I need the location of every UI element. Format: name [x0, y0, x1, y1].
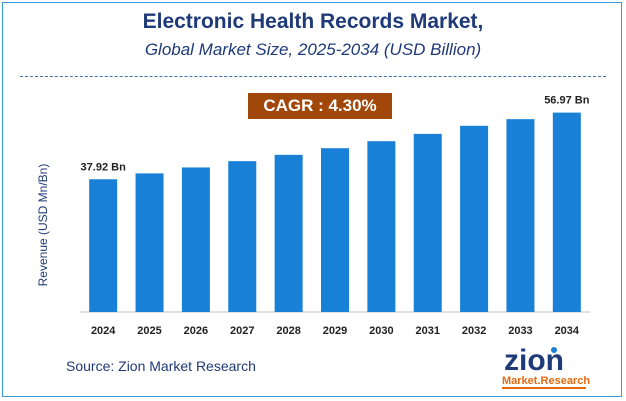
x-tick-label: 2034 [555, 325, 580, 337]
bar-2027 [228, 161, 257, 312]
x-tick-label: 2033 [508, 325, 532, 337]
x-tick-label: 2026 [184, 325, 208, 337]
bar-2030 [367, 141, 396, 312]
x-tick-label: 2028 [276, 325, 300, 337]
source-note: Source: Zion Market Research [66, 358, 256, 374]
cagr-badge: CAGR : 4.30% [248, 93, 392, 119]
logo-subtext: Market.Research [502, 375, 590, 387]
bar-2034 [552, 112, 581, 312]
x-tick-label: 2024 [91, 325, 116, 337]
bar-2024 [89, 179, 118, 312]
bar-2032 [460, 125, 489, 312]
bar-2029 [321, 148, 349, 312]
chart-subtitle: Global Market Size, 2025-2034 (USD Billi… [144, 40, 482, 59]
bar-2026 [181, 167, 210, 312]
title-divider [20, 76, 606, 77]
x-tick-label: 2027 [230, 325, 254, 337]
x-tick-label: 2031 [415, 325, 439, 337]
bar-2025 [135, 173, 164, 312]
data-label-2034: 56.97 Bn [544, 95, 590, 107]
x-tick-label: 2025 [137, 325, 161, 337]
bar-2031 [413, 133, 442, 312]
bar-2028 [274, 154, 303, 312]
chart-title: Electronic Health Records Market, [142, 10, 484, 33]
x-tick-label: 2032 [462, 325, 486, 337]
data-label-2024: 37.92 Bn [81, 161, 127, 173]
bar-2033 [506, 119, 535, 313]
x-tick-label: 2029 [323, 325, 347, 337]
zion-logo: zion Market.Research [502, 344, 590, 389]
x-tick-label: 2030 [369, 325, 393, 337]
